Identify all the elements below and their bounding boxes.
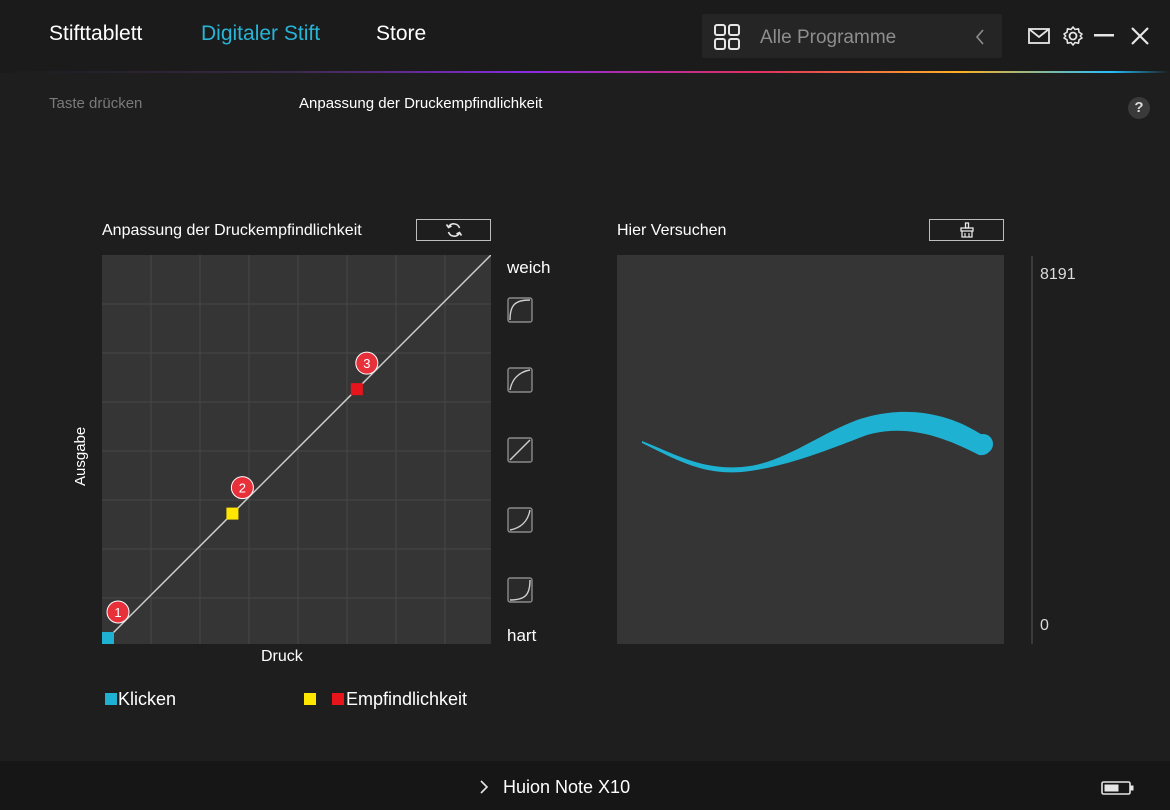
refresh-icon (445, 223, 462, 237)
curve-hard-icon[interactable] (507, 577, 533, 603)
pen-stroke-end (973, 434, 993, 454)
curve-point-badge (230, 476, 254, 500)
pressure-curve-line (107, 255, 491, 639)
clear-canvas-button[interactable] (929, 219, 1004, 241)
tab-stifttablett[interactable]: Stifttablett (49, 22, 143, 45)
pen-stroke (642, 411, 991, 473)
drawing-test-area[interactable] (617, 255, 1004, 644)
battery-icon (1101, 781, 1134, 795)
try-section-title: Hier Versuchen (617, 222, 727, 239)
legend-sensitivity-label: Empfindlichkeit (346, 689, 468, 709)
y-axis-label: Ausgabe (72, 426, 89, 486)
curve-point-badge (355, 351, 379, 375)
help-button[interactable]: ? (1128, 97, 1150, 119)
soft-label: weich (507, 258, 551, 277)
settings-gear-icon[interactable] (1062, 25, 1084, 47)
clear-brush-icon (959, 222, 974, 238)
scale-max-label: 8191 (1040, 266, 1076, 283)
subtab-taste-druecken[interactable]: Taste drücken (49, 95, 143, 112)
graph-grid (102, 255, 491, 644)
x-axis-label: Druck (261, 648, 303, 665)
curve-point-3[interactable]: 3 (350, 351, 379, 396)
hard-label: hart (507, 626, 537, 645)
tab-store[interactable]: Store (376, 22, 427, 45)
chevron-right-icon[interactable] (479, 779, 489, 795)
curve-point-handle[interactable] (102, 632, 114, 644)
header-gradient-divider (0, 71, 1170, 73)
curve-point-badge (106, 600, 130, 624)
curve-linear-icon[interactable] (507, 437, 533, 463)
program-selector-label[interactable]: Alle Programme (760, 27, 897, 48)
pressure-curve-graph[interactable]: 1 2 3 (102, 255, 491, 644)
pressure-scale-bar (1031, 256, 1033, 644)
curve-point-number: 2 (239, 481, 246, 496)
device-name[interactable]: Huion Note X10 (503, 777, 631, 797)
curve-point-handle[interactable] (226, 507, 239, 520)
pressure-section-title: Anpassung der Druckempfindlichkeit (102, 222, 362, 239)
curve-point-number: 3 (363, 356, 370, 371)
scale-min-label: 0 (1040, 617, 1049, 634)
bottom-bar (0, 761, 1170, 810)
tab-digitaler-stift[interactable]: Digitaler Stift (201, 22, 321, 45)
mail-icon[interactable] (1027, 26, 1051, 46)
legend-click-swatch (105, 693, 117, 705)
legend-click-label: Klicken (118, 689, 177, 709)
curve-point-handle[interactable] (350, 383, 363, 396)
apps-grid-icon[interactable] (714, 24, 740, 50)
reset-curve-button[interactable] (416, 219, 491, 241)
curve-point-number: 1 (114, 605, 121, 620)
legend-sens-swatch-yellow (304, 693, 316, 705)
chevron-left-icon[interactable] (974, 28, 986, 46)
curve-soft-icon[interactable] (507, 297, 533, 323)
minimize-icon[interactable] (1094, 34, 1116, 38)
program-selector[interactable] (702, 14, 1002, 58)
curve-point-1[interactable]: 1 (102, 600, 130, 644)
close-icon[interactable] (1130, 26, 1150, 46)
curve-medium-soft-icon[interactable] (507, 367, 533, 393)
curve-medium-hard-icon[interactable] (507, 507, 533, 533)
battery-level (1104, 784, 1119, 792)
legend-sens-swatch-red (332, 693, 344, 705)
curve-point-2[interactable]: 2 (226, 476, 254, 520)
subtab-druckempfindlichkeit[interactable]: Anpassung der Druckempfindlichkeit (299, 95, 543, 112)
